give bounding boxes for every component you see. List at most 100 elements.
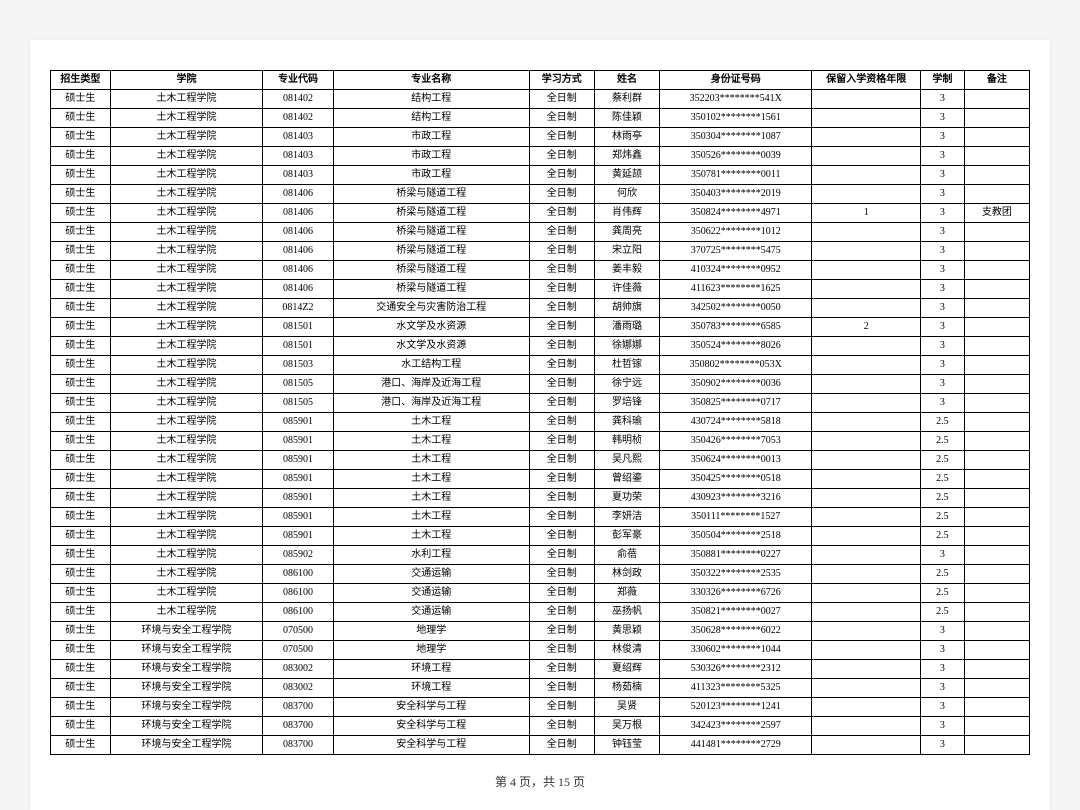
table-row: 硕士生土木工程学院081406桥梁与隧道工程全日制许佳薇411623******… [51, 280, 1030, 299]
table-cell: 2.5 [921, 508, 965, 527]
table-cell [964, 470, 1029, 489]
table-cell: 硕士生 [51, 375, 111, 394]
table-cell: 硕士生 [51, 565, 111, 584]
table-row: 硕士生土木工程学院086100交通运输全日制郑薇330326********67… [51, 584, 1030, 603]
table-cell: 3 [921, 375, 965, 394]
table-cell: 硕士生 [51, 736, 111, 755]
table-cell: 土木工程 [333, 413, 529, 432]
table-cell: 土木工程学院 [110, 451, 262, 470]
table-cell: 地理学 [333, 622, 529, 641]
table-cell [812, 223, 921, 242]
table-cell: 李妍洁 [594, 508, 659, 527]
page-mid: 页，共 [519, 775, 555, 789]
table-cell: 土木工程学院 [110, 90, 262, 109]
table-cell: 086100 [263, 584, 334, 603]
table-cell: 安全科学与工程 [333, 698, 529, 717]
table-cell: 3 [921, 128, 965, 147]
table-cell: 土木工程学院 [110, 565, 262, 584]
table-cell: 081406 [263, 261, 334, 280]
table-cell: 硕士生 [51, 128, 111, 147]
table-cell: 土木工程学院 [110, 280, 262, 299]
table-cell: 龚科瑜 [594, 413, 659, 432]
table-cell: 硕士生 [51, 166, 111, 185]
table-cell: 081403 [263, 147, 334, 166]
table-cell: 硕士生 [51, 147, 111, 166]
table-cell: 土木工程学院 [110, 356, 262, 375]
table-cell: 土木工程学院 [110, 109, 262, 128]
page-container: 招生类型学院专业代码专业名称学习方式姓名身份证号码保留入学资格年限学制备注 硕士… [30, 40, 1050, 810]
table-cell: 全日制 [529, 185, 594, 204]
table-cell: 085901 [263, 527, 334, 546]
table-cell: 市政工程 [333, 166, 529, 185]
table-cell: 硕士生 [51, 717, 111, 736]
table-cell: 2.5 [921, 432, 965, 451]
table-cell: 3 [921, 641, 965, 660]
table-cell [812, 109, 921, 128]
table-cell [812, 584, 921, 603]
table-cell [812, 489, 921, 508]
table-cell: 全日制 [529, 565, 594, 584]
table-cell: 硕士生 [51, 470, 111, 489]
table-cell [964, 527, 1029, 546]
table-cell [812, 280, 921, 299]
table-cell: 410324********0952 [660, 261, 812, 280]
table-cell: 硕士生 [51, 641, 111, 660]
table-cell: 全日制 [529, 432, 594, 451]
table-cell: 350504********2518 [660, 527, 812, 546]
table-cell: 港口、海岸及近海工程 [333, 375, 529, 394]
table-cell: 085901 [263, 470, 334, 489]
table-cell: 土木工程学院 [110, 204, 262, 223]
table-cell: 3 [921, 185, 965, 204]
table-cell [812, 185, 921, 204]
table-cell: 081403 [263, 128, 334, 147]
table-cell: 土木工程学院 [110, 603, 262, 622]
table-cell [812, 736, 921, 755]
table-cell [964, 375, 1029, 394]
table-cell: 钟钰莹 [594, 736, 659, 755]
table-cell: 1 [812, 204, 921, 223]
table-row: 硕士生环境与安全工程学院083002环境工程全日制夏绍辉530326******… [51, 660, 1030, 679]
column-header: 专业名称 [333, 71, 529, 90]
table-cell: 土木工程学院 [110, 527, 262, 546]
table-cell: 085901 [263, 489, 334, 508]
table-cell: 巫扬帆 [594, 603, 659, 622]
table-row: 硕士生土木工程学院081402结构工程全日制陈佳颖350102********1… [51, 109, 1030, 128]
table-cell: 全日制 [529, 584, 594, 603]
table-cell [964, 166, 1029, 185]
table-cell [812, 527, 921, 546]
table-cell: 罗培锋 [594, 394, 659, 413]
table-cell [812, 603, 921, 622]
table-cell: 2.5 [921, 527, 965, 546]
table-cell [964, 622, 1029, 641]
table-cell: 彭军豪 [594, 527, 659, 546]
table-cell: 3 [921, 356, 965, 375]
table-row: 硕士生环境与安全工程学院083700安全科学与工程全日制吴万根342423***… [51, 717, 1030, 736]
table-cell: 桥梁与隧道工程 [333, 185, 529, 204]
table-cell: 土木工程学院 [110, 489, 262, 508]
table-cell: 林剑政 [594, 565, 659, 584]
table-cell: 070500 [263, 641, 334, 660]
table-cell: 370725********5475 [660, 242, 812, 261]
table-cell: 硕士生 [51, 223, 111, 242]
table-cell: 交通运输 [333, 565, 529, 584]
table-cell: 350821********0027 [660, 603, 812, 622]
table-cell: 350628********6022 [660, 622, 812, 641]
table-cell: 黄延颉 [594, 166, 659, 185]
table-cell: 环境与安全工程学院 [110, 660, 262, 679]
table-cell: 全日制 [529, 546, 594, 565]
table-cell: 桥梁与隧道工程 [333, 280, 529, 299]
table-cell: 土木工程 [333, 451, 529, 470]
table-cell [964, 223, 1029, 242]
table-cell: 林雨亭 [594, 128, 659, 147]
table-cell: 硕士生 [51, 546, 111, 565]
table-cell: 全日制 [529, 489, 594, 508]
table-cell [812, 394, 921, 413]
table-cell: 350622********1012 [660, 223, 812, 242]
table-cell: 342502********0050 [660, 299, 812, 318]
table-cell: 3 [921, 679, 965, 698]
table-cell: 070500 [263, 622, 334, 641]
table-cell [964, 185, 1029, 204]
table-cell: 3 [921, 204, 965, 223]
table-cell: 硕士生 [51, 109, 111, 128]
table-cell: 全日制 [529, 242, 594, 261]
